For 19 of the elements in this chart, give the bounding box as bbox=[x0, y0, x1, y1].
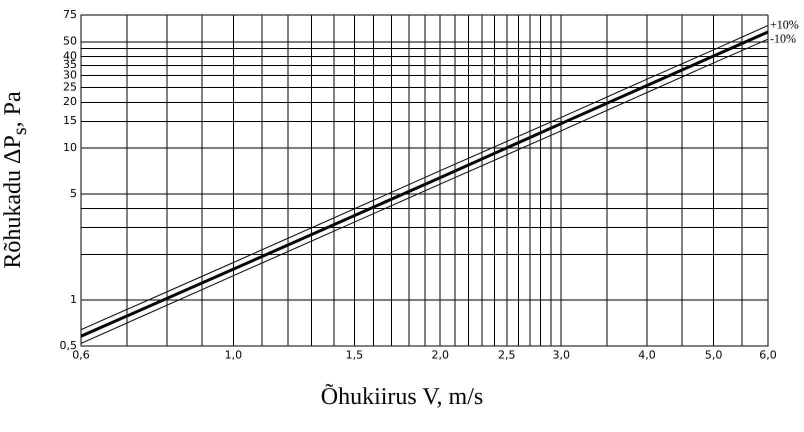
x-tick-label: 1,0 bbox=[224, 348, 242, 362]
x-tick-label: 6,0 bbox=[759, 348, 777, 362]
x-tick-label: 2,5 bbox=[498, 348, 516, 362]
x-tick-label: 3,0 bbox=[552, 348, 570, 362]
y-tick-label: 50 bbox=[63, 34, 77, 48]
y-tick-label: 15 bbox=[63, 114, 77, 128]
y-tick-label: 1 bbox=[70, 293, 77, 306]
x-tick-label: 5,0 bbox=[704, 348, 722, 362]
y-tick-label: 10 bbox=[63, 140, 77, 154]
y-tick-label: 20 bbox=[63, 95, 77, 108]
x-tick-label: 1,5 bbox=[346, 348, 364, 362]
y-tick-label: 5 bbox=[70, 186, 77, 200]
series-label: +10% bbox=[770, 18, 799, 32]
y-tick-label: 25 bbox=[63, 80, 77, 94]
x-tick-label: 4,0 bbox=[638, 348, 656, 362]
series-label: -10% bbox=[770, 31, 796, 46]
y-tick-label: 75 bbox=[63, 8, 77, 21]
x-tick-label: 2,0 bbox=[431, 348, 449, 362]
x-axis-title: Õhukiirus V, m/s bbox=[320, 384, 484, 411]
